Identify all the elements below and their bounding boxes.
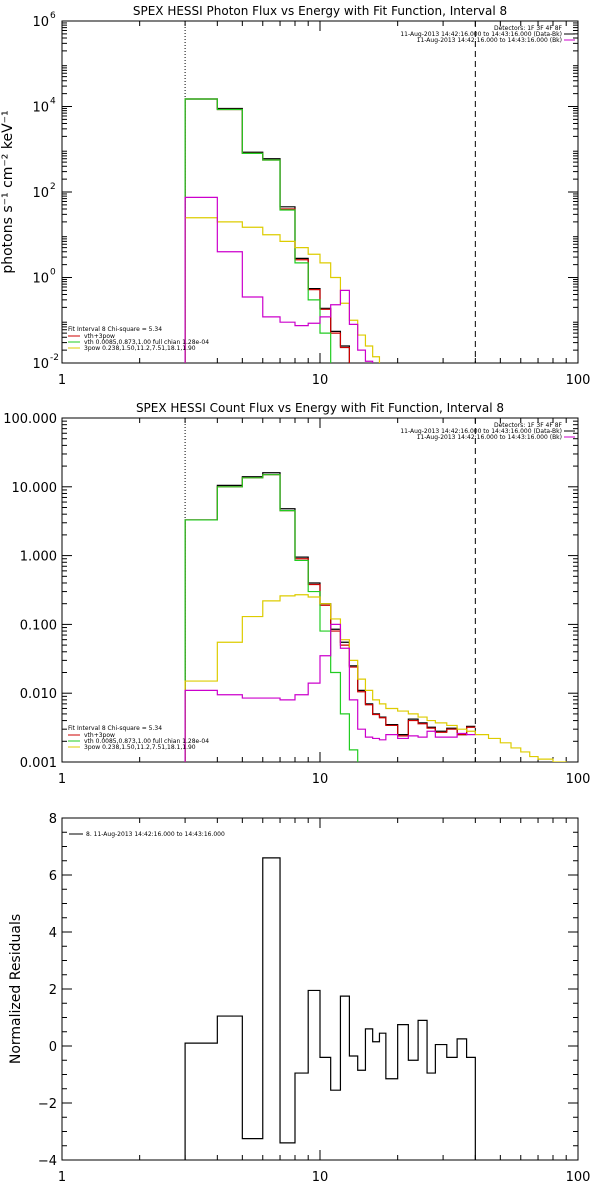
- y-tick-label: 10: [32, 357, 49, 372]
- legend-entry: vth+3pow: [84, 732, 115, 739]
- x-tick-label: 1: [58, 1170, 66, 1185]
- legend-bottom-left: Fit Interval 8 Chi-square = 5.34vth+3pow…: [68, 326, 209, 352]
- y-tick-label: −2: [38, 1097, 57, 1112]
- y-tick-exponent: 0: [50, 268, 56, 278]
- y-tick-label: 10: [32, 186, 49, 201]
- panel-3: 1 10 100 −4 −2 0 2 4 6 8 Normalized Residuals 8. 11…: [8, 812, 590, 1185]
- y-tick-label: 6: [49, 869, 57, 884]
- y-tick-exponent: 6: [50, 11, 56, 21]
- series-group: [184, 472, 567, 762]
- y-axis-label: photons s⁻¹ cm⁻² keV⁻¹: [0, 110, 16, 273]
- y-tick-exponent: -2: [50, 353, 59, 363]
- y-tick-label: 2: [49, 983, 57, 998]
- plot-frame: [61, 817, 579, 1161]
- legend-entry: Detectors: 1F 3F 4F 8F: [494, 422, 563, 429]
- chart-title: SPEX HESSI Count Flux vs Energy with Fit…: [136, 401, 504, 415]
- y-tick-label: 0.001: [20, 756, 57, 771]
- series-group: [184, 857, 476, 1160]
- y-tick-label: 4: [49, 926, 57, 941]
- series-bk: [184, 623, 476, 762]
- y-tick-label: 10.000: [12, 481, 58, 496]
- y-tick-label: 10: [32, 15, 49, 30]
- y-tick-label: 0.010: [20, 687, 57, 702]
- legend-entry: 11-Aug-2013 14:42:16.000 to 14:43:16.000…: [400, 31, 562, 38]
- legend-entry: Detectors: 1F 3F 4F 8F: [494, 25, 563, 32]
- series-vth: [184, 98, 332, 363]
- panel-2: SPEX HESSI Count Flux vs Energy with Fit…: [3, 401, 590, 787]
- legend-bottom-left: Fit Interval 8 Chi-square = 5.34vth+3pow…: [68, 725, 209, 751]
- y-tick-label: 10: [32, 272, 49, 287]
- y-axis-label: Normalized Residuals: [8, 914, 24, 1064]
- series-vth-3pow: [184, 474, 476, 762]
- series-vth: [184, 474, 359, 762]
- legend-entry: 11-Aug-2013 14:42:16.000 to 14:43:16.000…: [417, 37, 562, 44]
- series-3pow: [184, 217, 381, 363]
- legend-entry: 3pow 0.238,1.50,11.2,7.51,18.1,1.90: [84, 744, 196, 751]
- series-bk: [184, 196, 374, 363]
- legend-entry: 11-Aug-2013 14:42:16.000 to 14:43:16.000…: [417, 434, 562, 441]
- series-3pow: [184, 594, 567, 762]
- x-tick-label: 100: [566, 772, 591, 787]
- series-8-11-aug-2013-14-42-16-000-to-14-43-16-000: [184, 857, 476, 1160]
- y-tick-label: 0: [49, 1040, 57, 1055]
- legend-entry: vth 0.0085,0.873,1.00 full chian 1.28e-0…: [84, 738, 209, 745]
- y-tick-label: 100.000: [3, 412, 57, 427]
- legend-entry: 11-Aug-2013 14:42:16.000 to 14:43:16.000…: [400, 428, 562, 435]
- legend-entry: vth 0.0085,0.873,1.00 full chian 1.28e-0…: [84, 339, 209, 346]
- y-tick-label: −4: [38, 1154, 57, 1169]
- y-tick-exponent: 2: [50, 182, 56, 192]
- panel-1: SPEX HESSI Photon Flux vs Energy with Fi…: [0, 4, 591, 388]
- fit-interval-label: Fit Interval 8 Chi-square = 5.34: [68, 326, 162, 333]
- series-data-bk: [184, 98, 350, 363]
- x-tick-label: 10: [312, 772, 329, 787]
- series-group: [184, 98, 381, 363]
- y-tick-label: 10: [32, 101, 49, 116]
- y-tick-exponent: 4: [50, 97, 56, 107]
- x-tick-label: 100: [566, 373, 591, 388]
- y-tick-label: 1.000: [20, 550, 57, 565]
- legend-entry: vth+3pow: [84, 333, 115, 340]
- y-tick-label: 8: [49, 812, 57, 827]
- legend-entry: 3pow 0.238,1.50,11.2,7.51,18.1,1.90: [84, 345, 196, 352]
- y-tick-label: 0.100: [20, 618, 57, 633]
- x-tick-label: 1: [58, 373, 66, 388]
- fit-interval-label: Fit Interval 8 Chi-square = 5.34: [68, 725, 162, 732]
- x-tick-label: 10: [312, 373, 329, 388]
- x-tick-label: 1: [58, 772, 66, 787]
- chart-title: SPEX HESSI Photon Flux vs Energy with Fi…: [133, 4, 507, 18]
- legend-entry: 8. 11-Aug-2013 14:42:16.000 to 14:43:16.…: [86, 831, 225, 838]
- x-tick-label: 100: [566, 1170, 591, 1185]
- x-tick-label: 10: [312, 1170, 329, 1185]
